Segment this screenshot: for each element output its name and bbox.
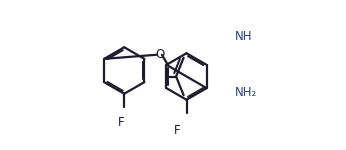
Text: NH₂: NH₂ <box>235 87 257 99</box>
Text: NH: NH <box>235 30 253 42</box>
Text: F: F <box>118 116 125 129</box>
Text: F: F <box>173 124 180 137</box>
Text: O: O <box>156 48 165 61</box>
